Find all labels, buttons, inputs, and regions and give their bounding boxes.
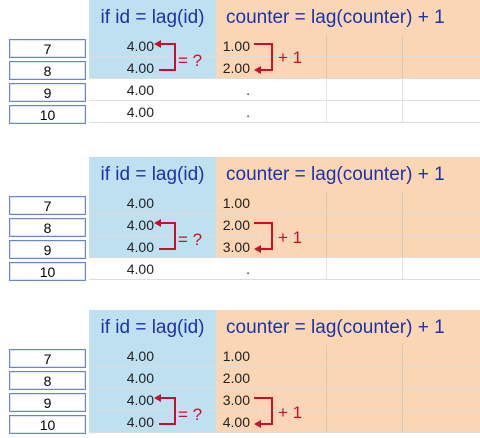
cell-counter-value: 2.00	[222, 370, 250, 386]
cell-id[interactable]: 4.00	[89, 236, 216, 258]
plus-one-label: + 1	[278, 228, 303, 247]
cell-counter[interactable]: 3.00	[216, 389, 480, 411]
cell-counter-value: .	[246, 104, 250, 120]
cell-counter-value: 4.00	[222, 414, 250, 430]
row-label[interactable]: 9	[9, 393, 86, 412]
cell-counter[interactable]: 2.00	[216, 214, 480, 236]
cell-id-value: 4.00	[126, 370, 154, 386]
cell-id-value: 4.00	[126, 60, 154, 76]
panel-3: if id = lag(id) counter = lag(counter) +…	[0, 310, 480, 434]
cell-counter-value: 2.00	[222, 60, 250, 76]
compare-bracket-icon	[154, 394, 176, 425]
cell-id[interactable]: 4.00	[89, 192, 216, 214]
header-if-id-lag[interactable]: if id = lag(id)	[89, 0, 216, 35]
cell-counter[interactable]: 1.00	[216, 192, 480, 214]
cell-counter-value: 3.00	[222, 392, 250, 408]
compare-bracket-icon	[154, 219, 176, 250]
row-label[interactable]: 10	[9, 262, 86, 281]
cell-counter[interactable]: 2.00	[216, 367, 480, 389]
row-label[interactable]: 7	[9, 39, 86, 58]
cell-id[interactable]: 4.00	[89, 258, 216, 280]
row-label[interactable]: 8	[9, 61, 86, 80]
cell-counter-value: 3.00	[222, 239, 250, 255]
cell-counter[interactable]: 1.00	[216, 345, 480, 367]
cell-counter-value: .	[246, 261, 250, 277]
cell-id[interactable]: 4.00	[89, 214, 216, 236]
row-label[interactable]: 10	[9, 415, 86, 434]
panel-1: if id = lag(id) counter = lag(counter) +…	[0, 0, 480, 124]
plus-one-label: + 1	[278, 403, 303, 422]
cell-counter-value: .	[246, 82, 250, 98]
cell-counter[interactable]: .	[216, 79, 480, 101]
row-label[interactable]: 9	[9, 240, 86, 259]
panel-2: if id = lag(id) counter = lag(counter) +…	[0, 157, 480, 281]
header-if-id-lag[interactable]: if id = lag(id)	[89, 310, 216, 345]
header-if-id-lag[interactable]: if id = lag(id)	[89, 157, 216, 192]
cell-id-value: 4.00	[126, 392, 154, 408]
cell-counter[interactable]: 2.00	[216, 57, 480, 79]
cell-counter[interactable]: 3.00	[216, 236, 480, 258]
cell-id[interactable]: 4.00	[89, 389, 216, 411]
row-label[interactable]: 8	[9, 218, 86, 237]
cell-counter-value: 2.00	[222, 217, 250, 233]
cell-counter[interactable]: 4.00	[216, 411, 480, 433]
header-counter-lag[interactable]: counter = lag(counter) + 1	[216, 310, 480, 345]
cell-id[interactable]: 4.00	[89, 101, 216, 123]
cell-id[interactable]: 4.00	[89, 345, 216, 367]
increment-bracket-icon	[254, 397, 273, 428]
row-label[interactable]: 9	[9, 83, 86, 102]
row-label[interactable]: 7	[9, 196, 86, 215]
increment-bracket-icon	[254, 43, 273, 74]
cell-counter-value: 1.00	[222, 348, 250, 364]
row-label[interactable]: 8	[9, 371, 86, 390]
equals-question-label: = ?	[178, 230, 203, 249]
cell-id-value: 4.00	[126, 261, 154, 277]
cell-id[interactable]: 4.00	[89, 411, 216, 433]
cell-id-value: 4.00	[126, 82, 154, 98]
header-counter-lag[interactable]: counter = lag(counter) + 1	[216, 0, 480, 35]
header-counter-lag[interactable]: counter = lag(counter) + 1	[216, 157, 480, 192]
cell-id-value: 4.00	[126, 217, 154, 233]
cell-counter-value: 1.00	[222, 195, 250, 211]
cell-counter-value: 1.00	[222, 38, 250, 54]
cell-id-value: 4.00	[126, 239, 154, 255]
cell-id[interactable]: 4.00	[89, 79, 216, 101]
cell-counter[interactable]: .	[216, 101, 480, 123]
cell-id-value: 4.00	[126, 38, 154, 54]
cell-id-value: 4.00	[126, 195, 154, 211]
cell-id[interactable]: 4.00	[89, 57, 216, 79]
row-label[interactable]: 10	[9, 105, 86, 124]
compare-bracket-icon	[154, 40, 176, 71]
cell-id[interactable]: 4.00	[89, 367, 216, 389]
row-label[interactable]: 7	[9, 349, 86, 368]
cell-id[interactable]: 4.00	[89, 35, 216, 57]
equals-question-label: = ?	[178, 405, 203, 424]
cell-id-value: 4.00	[126, 104, 154, 120]
equals-question-label: = ?	[178, 51, 203, 70]
cell-counter[interactable]: 1.00	[216, 35, 480, 57]
cell-id-value: 4.00	[126, 348, 154, 364]
cell-id-value: 4.00	[126, 414, 154, 430]
cell-counter[interactable]: .	[216, 258, 480, 280]
plus-one-label: + 1	[278, 48, 303, 67]
increment-bracket-icon	[254, 222, 273, 253]
